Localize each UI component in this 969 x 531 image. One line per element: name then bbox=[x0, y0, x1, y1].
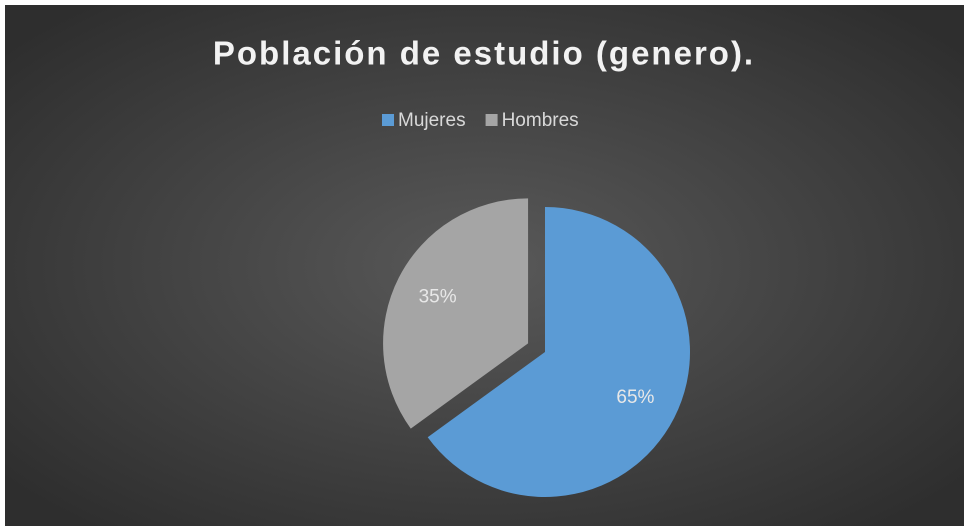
legend-swatch bbox=[382, 114, 394, 126]
pie-slice bbox=[383, 198, 529, 429]
data-label: 35% bbox=[419, 286, 457, 307]
legend-swatch bbox=[485, 114, 498, 126]
data-label: 65% bbox=[616, 387, 654, 408]
pie: 65% 35% bbox=[383, 198, 690, 498]
chart-title: Población de estudio (genero). bbox=[213, 35, 755, 72]
pie-slice bbox=[427, 207, 690, 498]
legend: Mujeres Hombres bbox=[382, 110, 579, 131]
legend-label: Hombres bbox=[502, 110, 579, 131]
legend-label: Mujeres bbox=[398, 110, 466, 131]
